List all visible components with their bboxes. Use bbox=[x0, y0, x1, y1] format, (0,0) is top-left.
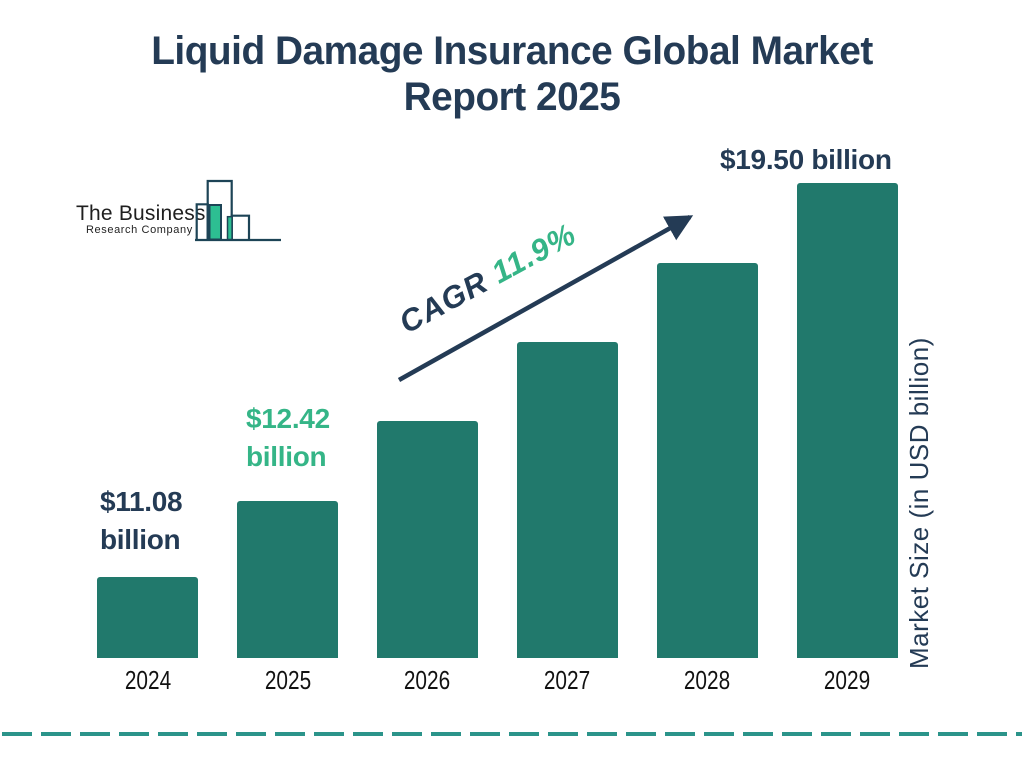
bar-2027 bbox=[517, 342, 618, 658]
bar-2024 bbox=[97, 577, 198, 658]
bar-chart-logo-icon bbox=[195, 179, 281, 242]
x-tick-2024: 2024 bbox=[124, 665, 172, 695]
value-label-2029: $19.50 billion bbox=[720, 144, 892, 175]
cagr-label: CAGR bbox=[393, 259, 503, 341]
y-axis-label: Market Size (in USD billion) bbox=[904, 337, 934, 669]
value-label-2024: $11.08 billion bbox=[100, 486, 183, 555]
x-tick-2026: 2026 bbox=[403, 665, 451, 695]
x-tick-2027: 2027 bbox=[543, 665, 591, 695]
x-tick-2029: 2029 bbox=[823, 665, 871, 695]
cagr-annotation: CAGR 11.9% bbox=[393, 200, 616, 348]
x-tick-2025: 2025 bbox=[264, 665, 312, 695]
value-label-2025: $12.42 billion bbox=[246, 403, 330, 472]
page-title: Liquid Damage Insurance Global Market Re… bbox=[114, 28, 909, 120]
x-tick-2028: 2028 bbox=[683, 665, 731, 695]
logo-company-subname: Research Company bbox=[86, 224, 193, 236]
bar-2028 bbox=[657, 263, 758, 658]
bar-2026 bbox=[377, 421, 478, 658]
page-title-line2: Report 2025 bbox=[403, 75, 621, 119]
bar-2029 bbox=[797, 183, 898, 658]
logo-company-name: The Business bbox=[76, 202, 206, 225]
page-title-line1: Liquid Damage Insurance Global Market bbox=[151, 29, 873, 73]
bar-2025 bbox=[237, 501, 338, 658]
cagr-value: 11.9% bbox=[485, 216, 582, 291]
